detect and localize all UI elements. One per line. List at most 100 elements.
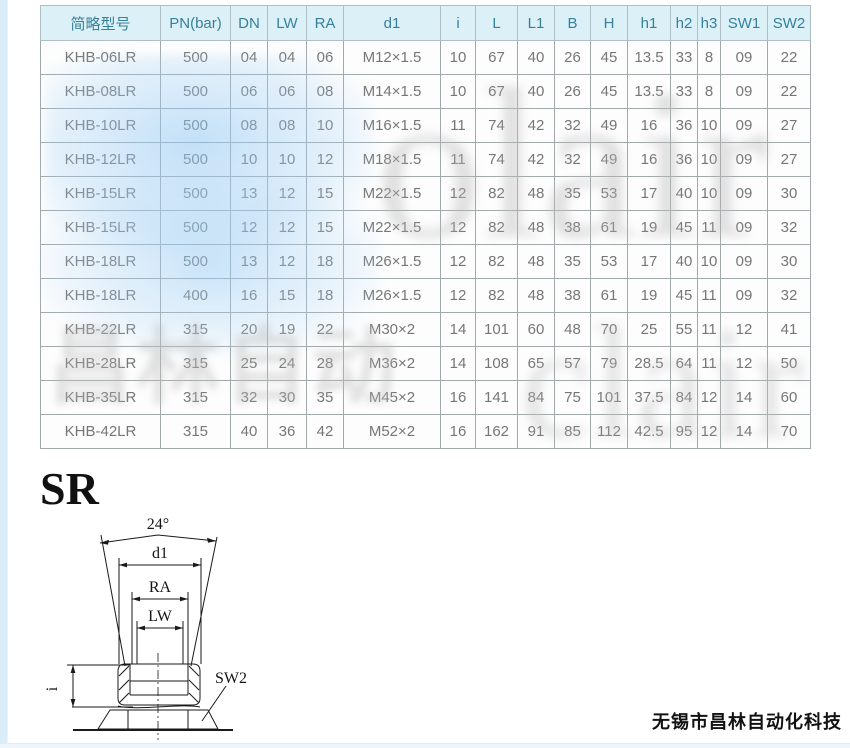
value-cell: 08	[267, 108, 307, 143]
value-cell: 35	[554, 176, 591, 211]
column-header: d1	[343, 5, 441, 41]
value-cell: 95	[670, 414, 698, 449]
value-cell: 82	[475, 176, 518, 211]
value-cell: 315	[160, 312, 231, 347]
value-cell: 61	[590, 278, 628, 313]
value-cell: 33	[670, 40, 698, 75]
value-cell: 65	[517, 346, 555, 381]
i-label: i	[44, 686, 61, 691]
value-cell: 12	[697, 380, 721, 415]
column-header: h3	[697, 5, 721, 41]
value-cell: 22	[767, 40, 811, 75]
table-row: KHB-08LR 500 06 06 08 M14×1.5 10 67 40 26 45 13.5 33…	[40, 74, 811, 109]
model-cell: KHB-08LR	[40, 74, 161, 109]
value-cell: 42	[306, 414, 344, 449]
value-cell: 32	[767, 278, 811, 313]
value-cell: 55	[670, 312, 698, 347]
model-cell: KHB-06LR	[40, 40, 161, 75]
value-cell: 53	[590, 176, 628, 211]
table-row: KHB-15LR 500 12 12 15 M22×1.5 12 82 48 38 61 19 45 11…	[40, 210, 811, 245]
value-cell: 12	[697, 414, 721, 449]
value-cell: 30	[267, 380, 307, 415]
series-title: SR	[40, 463, 99, 514]
value-cell: 11	[697, 210, 721, 245]
value-cell: 315	[160, 414, 231, 449]
value-cell: 09	[720, 40, 768, 75]
company-name: 无锡市昌林自动化科技	[652, 712, 842, 732]
value-cell: 38	[554, 278, 591, 313]
model-cell: KHB-28LR	[40, 346, 161, 381]
model-cell: KHB-10LR	[40, 108, 161, 143]
value-cell: 112	[590, 414, 628, 449]
value-cell: M14×1.5	[343, 74, 441, 109]
value-cell: 15	[267, 278, 307, 313]
value-cell: 10	[267, 142, 307, 177]
value-cell: 11	[697, 346, 721, 381]
value-cell: 74	[475, 142, 518, 177]
value-cell: 17	[627, 176, 671, 211]
value-cell: 25	[627, 312, 671, 347]
column-header: B	[554, 5, 591, 41]
value-cell: 14	[720, 414, 768, 449]
value-cell: M30×2	[343, 312, 441, 347]
value-cell: 28	[306, 346, 344, 381]
value-cell: 27	[767, 108, 811, 143]
value-cell: 500	[160, 40, 231, 75]
value-cell: 10	[306, 108, 344, 143]
value-cell: M36×2	[343, 346, 441, 381]
value-cell: 8	[697, 74, 721, 109]
value-cell: 13.5	[627, 40, 671, 75]
value-cell: 91	[517, 414, 555, 449]
value-cell: 70	[590, 312, 628, 347]
value-cell: 04	[230, 40, 268, 75]
model-cell: KHB-35LR	[40, 380, 161, 415]
column-header: L1	[517, 5, 555, 41]
value-cell: 12	[306, 142, 344, 177]
value-cell: 15	[306, 176, 344, 211]
value-cell: 27	[767, 142, 811, 177]
value-cell: M12×1.5	[343, 40, 441, 75]
value-cell: 84	[670, 380, 698, 415]
value-cell: 64	[670, 346, 698, 381]
value-cell: 500	[160, 142, 231, 177]
value-cell: 09	[720, 142, 768, 177]
table-row: KHB-12LR 500 10 10 12 M18×1.5 11 74 42 32 49 16 36 10…	[40, 142, 811, 177]
value-cell: 57	[554, 346, 591, 381]
value-cell: 10	[697, 176, 721, 211]
value-cell: 500	[160, 108, 231, 143]
value-cell: 101	[590, 380, 628, 415]
sr-fitting-diagram: 24° d1 RA LW SW2 i	[44, 516, 247, 740]
angle-label: 24°	[147, 516, 169, 533]
value-cell: 16	[627, 108, 671, 143]
value-cell: 82	[475, 244, 518, 279]
value-cell: 19	[627, 210, 671, 245]
value-cell: M26×1.5	[343, 278, 441, 313]
value-cell: 48	[517, 176, 555, 211]
value-cell: 60	[767, 380, 811, 415]
value-cell: 37.5	[627, 380, 671, 415]
column-header: H	[590, 5, 628, 41]
value-cell: 35	[554, 244, 591, 279]
value-cell: 28.5	[627, 346, 671, 381]
value-cell: 500	[160, 176, 231, 211]
value-cell: 19	[627, 278, 671, 313]
value-cell: 74	[475, 108, 518, 143]
value-cell: 13	[230, 176, 268, 211]
value-cell: 67	[475, 74, 518, 109]
value-cell: 42	[517, 108, 555, 143]
value-cell: 42.5	[627, 414, 671, 449]
value-cell: 45	[590, 40, 628, 75]
value-cell: M45×2	[343, 380, 441, 415]
value-cell: 48	[517, 210, 555, 245]
value-cell: 400	[160, 278, 231, 313]
value-cell: 10	[697, 142, 721, 177]
table-row: KHB-15LR 500 13 12 15 M22×1.5 12 82 48 35 53 17 40 10…	[40, 176, 811, 211]
value-cell: 85	[554, 414, 591, 449]
value-cell: 38	[554, 210, 591, 245]
value-cell: 40	[517, 40, 555, 75]
value-cell: 14	[440, 346, 476, 381]
column-header: RA	[306, 5, 344, 41]
value-cell: 26	[554, 74, 591, 109]
value-cell: 82	[475, 210, 518, 245]
